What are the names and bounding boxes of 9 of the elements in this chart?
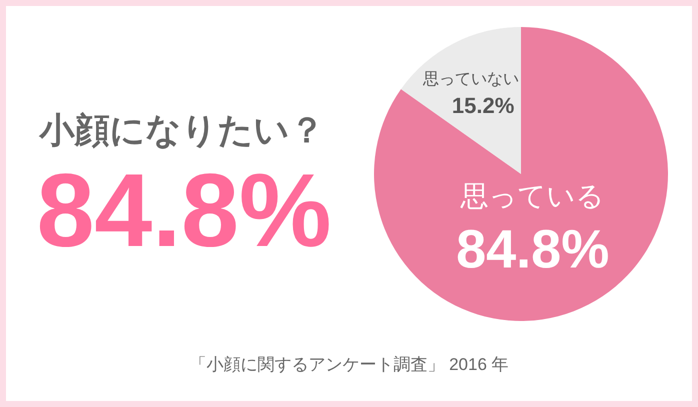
text: 「小顔に関するアンケート調査」 2016 年 <box>189 355 509 374</box>
slice-label: 思っていない <box>422 71 520 88</box>
data-label: 15.2% <box>452 93 514 118</box>
slice-label: 思っている <box>460 180 605 212</box>
data-label: 84.8% <box>456 220 610 280</box>
pie-slice <box>374 27 668 321</box>
text: 84.8% <box>36 153 332 269</box>
text: 小顔になりたい？ <box>38 111 324 150</box>
pie-slice <box>401 27 521 174</box>
